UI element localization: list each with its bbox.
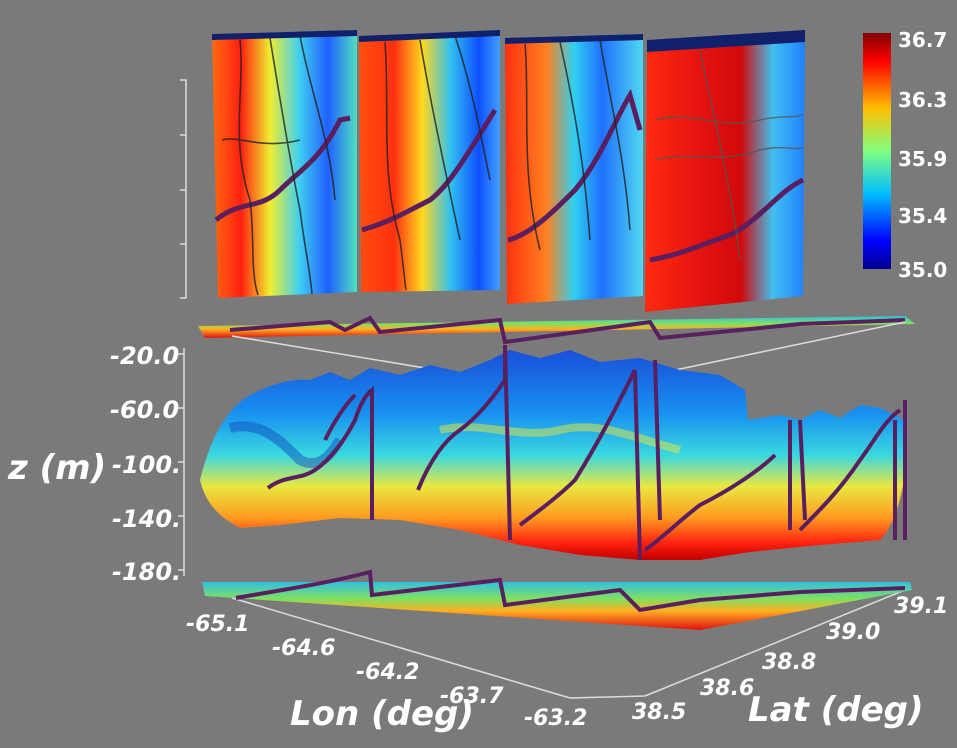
vertical-section-3: [505, 34, 643, 304]
lat-tick: 38.8: [762, 650, 817, 675]
colorbar-tick: 35.9: [898, 147, 948, 171]
lon-axis-title: Lon (deg): [290, 694, 474, 734]
colorbar-tick: 35.4: [898, 204, 948, 228]
z-tick: -100.: [112, 451, 182, 479]
colorbar: [863, 33, 891, 269]
section-depth-axis: [180, 79, 187, 299]
colorbar-tick: 36.7: [898, 28, 948, 52]
lon-tick: -63.2: [524, 706, 588, 731]
lat-tick: 39.0: [826, 620, 881, 645]
top-slice: [198, 315, 915, 345]
vertical-section-1: [212, 30, 357, 298]
lat-tick: 39.1: [894, 594, 949, 619]
vertical-section-2: [359, 30, 500, 292]
lat-tick: 38.5: [632, 700, 687, 725]
lat-tick: 38.6: [700, 676, 755, 701]
isosurface: [200, 350, 907, 560]
lon-tick: -64.2: [356, 660, 420, 685]
z-tick: -60.0: [110, 396, 180, 424]
z-axis-title: z (m): [8, 448, 107, 488]
z-tick: -140.: [112, 505, 182, 533]
z-tick: -20.0: [110, 342, 180, 370]
vertical-section-4: [645, 30, 805, 312]
profile-tracks: [266, 344, 907, 561]
lon-tick: -65.1: [186, 612, 250, 637]
colorbar-tick: 36.3: [898, 88, 948, 112]
z-tick: -180.: [112, 558, 182, 586]
lon-tick: -63.7: [440, 684, 504, 709]
bottom-slice: [202, 569, 912, 630]
lat-axis-title: Lat (deg): [748, 690, 924, 730]
lon-tick: -64.6: [272, 636, 336, 661]
colorbar-tick: 35.0: [898, 258, 948, 282]
